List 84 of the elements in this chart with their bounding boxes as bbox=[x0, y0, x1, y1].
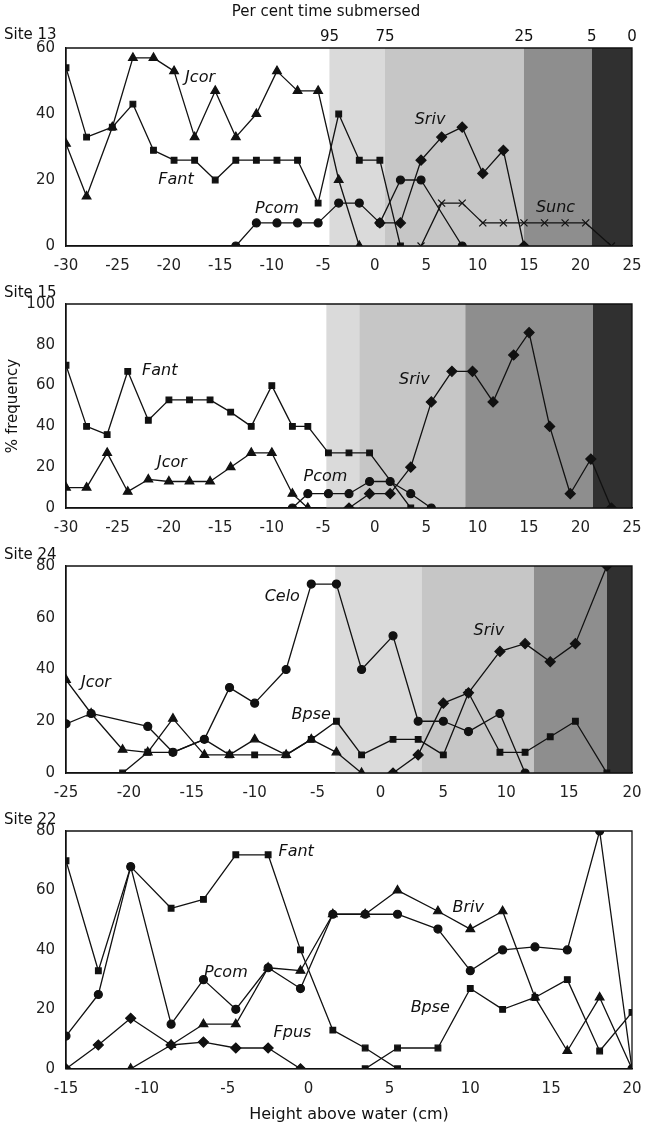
series-label: Briv bbox=[452, 897, 485, 917]
y-tick-label: 80 bbox=[35, 334, 55, 353]
text: 75 bbox=[375, 27, 395, 46]
series-label: Fant bbox=[142, 360, 179, 380]
x-tick-label: 10 bbox=[496, 782, 516, 801]
series-label: Sriv bbox=[473, 619, 505, 639]
text: 25 bbox=[514, 27, 534, 46]
y-tick-label: 60 bbox=[35, 607, 55, 626]
y-tick-label: 20 bbox=[35, 711, 55, 730]
y-tick-label: 0 bbox=[45, 497, 55, 516]
x-tick-label: 5 bbox=[438, 782, 449, 801]
y-tick-label: 60 bbox=[35, 375, 55, 394]
x-tick-label: -20 bbox=[156, 517, 182, 536]
x-tick-label: -15 bbox=[208, 255, 233, 274]
x-tick-label: 15 bbox=[559, 782, 579, 801]
x-tick-label: 20 bbox=[622, 782, 642, 801]
x-tick-label: -25 bbox=[105, 517, 130, 536]
y-tick-label: 40 bbox=[35, 103, 55, 122]
text: 95 bbox=[319, 27, 339, 46]
x-tick-label: 20 bbox=[571, 517, 591, 536]
text: 5 bbox=[587, 27, 597, 46]
y-tick-label: 20 bbox=[35, 999, 55, 1018]
series-label: Pcom bbox=[255, 198, 299, 218]
series-label: Jcor bbox=[182, 67, 217, 87]
x-tick-label: 10 bbox=[460, 1078, 480, 1097]
x-tick-label: 5 bbox=[384, 1078, 395, 1097]
x-tick-label: -5 bbox=[220, 1078, 236, 1097]
x-tick-label: 5 bbox=[421, 255, 431, 274]
x-tick-label: -10 bbox=[259, 517, 285, 536]
x-tick-label: 0 bbox=[369, 255, 380, 274]
text: 0 bbox=[627, 27, 637, 46]
series-label: Pcom bbox=[203, 961, 248, 981]
series-label: Celo bbox=[264, 586, 301, 606]
x-tick-label: 0 bbox=[369, 517, 380, 536]
y-tick-label: 0 bbox=[45, 235, 55, 254]
x-tick-label: -10 bbox=[134, 1078, 160, 1097]
series-label: Jcor bbox=[153, 451, 189, 471]
x-tick-label: -15 bbox=[208, 517, 233, 536]
x-tick-label: -30 bbox=[53, 517, 79, 536]
x-tick-label: -5 bbox=[310, 782, 326, 801]
x-tick-label: -20 bbox=[116, 782, 142, 801]
x-tick-label: -30 bbox=[53, 255, 79, 274]
x-tick-label: 15 bbox=[519, 517, 539, 536]
x-tick-label: -10 bbox=[242, 782, 267, 801]
y-tick-label: 40 bbox=[35, 416, 55, 435]
y-tick-label: 20 bbox=[35, 169, 55, 188]
series-label: Fpus bbox=[273, 1021, 312, 1041]
y-tick-label: 0 bbox=[45, 1058, 55, 1077]
y-tick-label: 40 bbox=[35, 659, 55, 678]
series-label: Fant bbox=[158, 169, 195, 189]
series-label: Bpse bbox=[291, 703, 332, 723]
x-axis-title: Height above water (cm) bbox=[249, 1103, 449, 1123]
x-tick-label: -20 bbox=[156, 255, 182, 274]
x-tick-label: 15 bbox=[541, 1078, 561, 1097]
x-tick-label: -15 bbox=[53, 1078, 79, 1097]
text: Per cent time submersed bbox=[231, 1, 421, 20]
x-tick-label: 20 bbox=[571, 255, 591, 274]
y-axis-title: % frequency bbox=[2, 358, 21, 454]
y-tick-label: 0 bbox=[45, 762, 55, 781]
x-tick-label: -25 bbox=[53, 782, 79, 801]
x-tick-label: -5 bbox=[315, 517, 331, 536]
series-label: Pcom bbox=[303, 465, 348, 485]
x-tick-label: 25 bbox=[622, 517, 642, 536]
x-tick-label: 25 bbox=[622, 255, 642, 274]
x-tick-label: -15 bbox=[179, 782, 205, 801]
y-tick-label: 40 bbox=[35, 939, 55, 958]
x-tick-label: 5 bbox=[421, 517, 431, 536]
x-tick-label: 10 bbox=[468, 517, 488, 536]
y-tick-label: 20 bbox=[35, 457, 55, 476]
series-label: Fant bbox=[278, 840, 315, 860]
series-label: Bpse bbox=[410, 996, 451, 1016]
x-tick-label: -25 bbox=[105, 255, 130, 274]
x-tick-label: -10 bbox=[259, 255, 285, 274]
series-label: Sriv bbox=[399, 369, 431, 389]
x-tick-label: 20 bbox=[622, 1078, 642, 1097]
series-label: Jcor bbox=[78, 672, 113, 692]
x-tick-label: 10 bbox=[468, 255, 488, 274]
x-tick-label: 15 bbox=[519, 255, 539, 274]
y-tick-label: 60 bbox=[35, 880, 55, 899]
x-tick-label: 0 bbox=[303, 1078, 314, 1097]
series-label: Sriv bbox=[414, 109, 446, 129]
series-label: Sunc bbox=[535, 197, 576, 217]
x-tick-label: 0 bbox=[375, 782, 386, 801]
x-tick-label: -5 bbox=[315, 255, 331, 274]
